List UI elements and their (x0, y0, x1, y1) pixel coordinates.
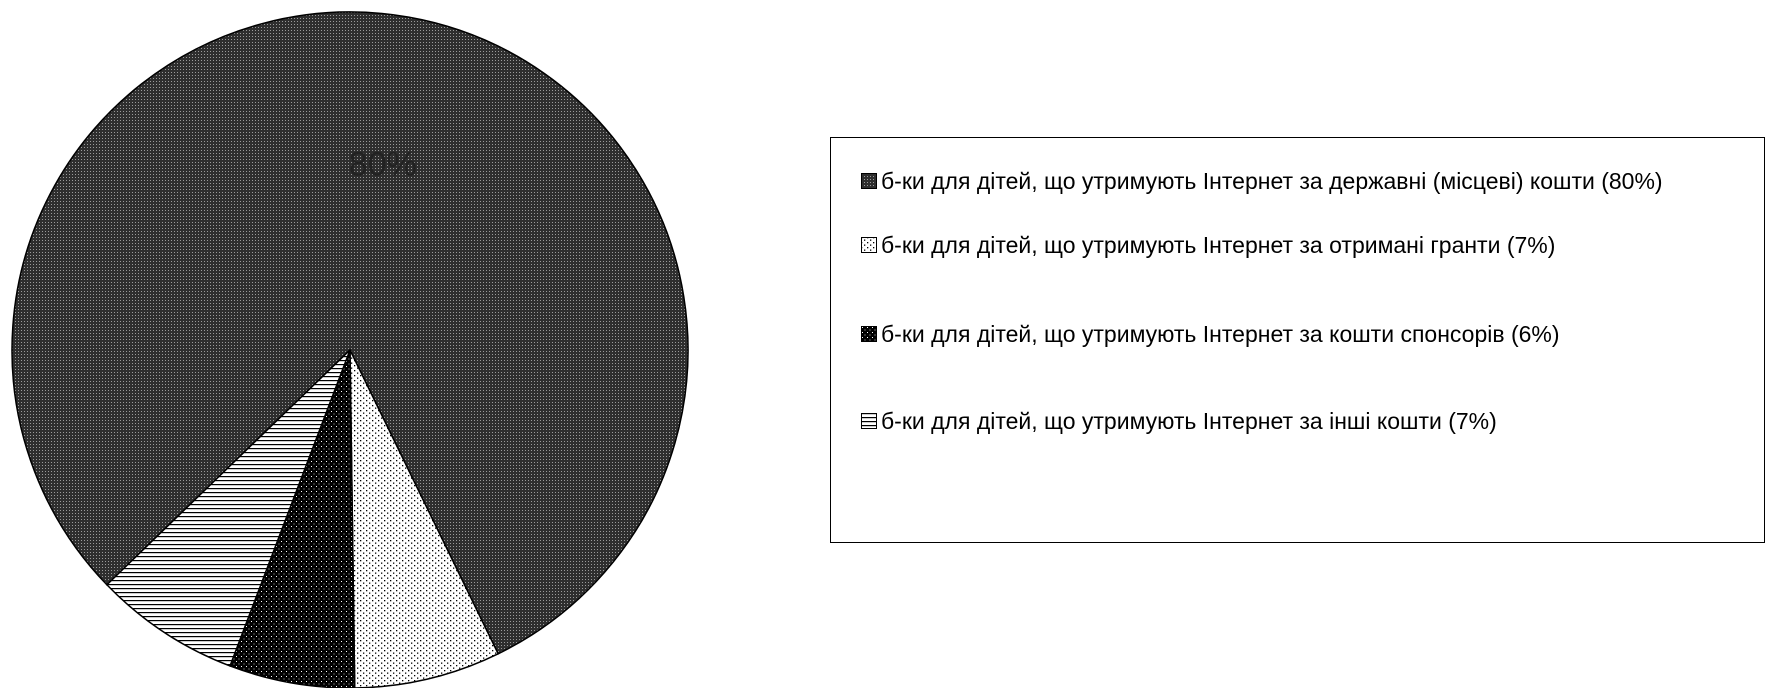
pie-slice-other-funds (105, 349, 351, 667)
legend-label: б-ки для дітей, що утримують Інтернет за… (881, 168, 1663, 194)
legend-label: б-ки для дітей, що утримують Інтернет за… (881, 321, 1560, 347)
legend-swatch-medium-dark (861, 326, 877, 342)
slice-label-80: 80% (349, 146, 417, 184)
legend-label: б-ки для дітей, що утримують Інтернет за… (881, 408, 1497, 434)
legend-swatch-sparse-light (861, 237, 877, 253)
legend-item-grants: б-ки для дітей, що утримують Інтернет за… (861, 232, 1744, 259)
legend-item-sponsors: б-ки для дітей, що утримують Інтернет за… (861, 321, 1744, 348)
legend-label: б-ки для дітей, що утримують Інтернет за… (881, 232, 1556, 258)
legend: б-ки для дітей, що утримують Інтернет за… (830, 137, 1765, 543)
legend-swatch-dense-dark (861, 173, 877, 189)
legend-item-other-funds: б-ки для дітей, що утримують Інтернет за… (861, 408, 1744, 435)
pie-slice-state-funds (11, 11, 689, 655)
legend-item-state-funds: б-ки для дітей, що утримують Інтернет за… (861, 168, 1744, 195)
legend-swatch-hlines (861, 413, 877, 429)
